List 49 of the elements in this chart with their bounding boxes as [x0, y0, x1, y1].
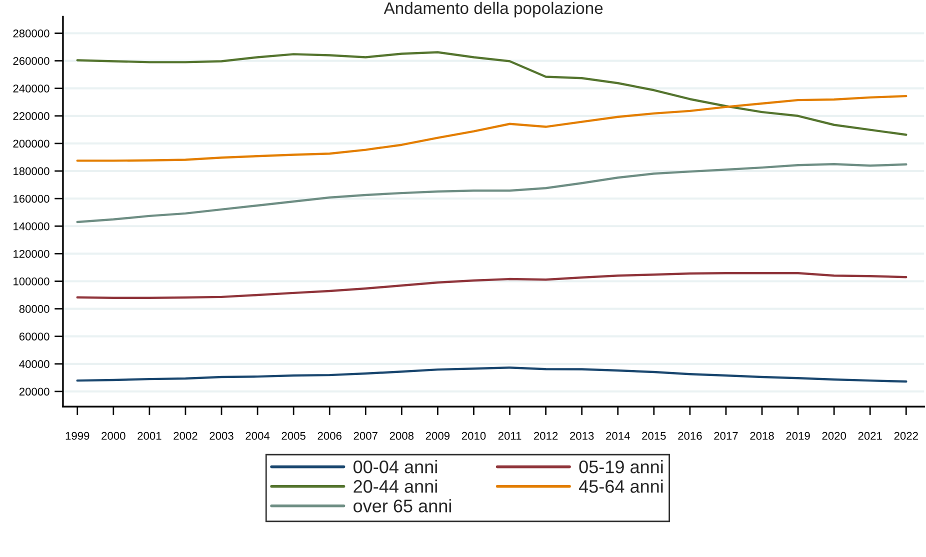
y-tick-label: 160000	[14, 194, 50, 203]
y-tick-label: 120000	[14, 250, 50, 258]
y-tick-label: 100000	[14, 278, 50, 286]
x-tick-label: 2010	[462, 432, 486, 440]
x-tick-label: 2020	[822, 432, 846, 440]
x-tick-label: 2018	[750, 432, 774, 440]
x-tick-label: 2014	[606, 432, 630, 440]
chart-title: Andamento della popolazione	[384, 2, 603, 18]
legend-label: 05-19 anni	[579, 460, 663, 474]
y-tick-label: 140000	[14, 222, 50, 230]
x-tick-label: 2021	[858, 432, 882, 440]
x-tick-label: 2000	[102, 432, 126, 440]
y-tick-label: 200000	[13, 140, 50, 148]
x-tick-label: 2017	[714, 432, 738, 440]
x-tick-label: 1999	[66, 432, 90, 440]
x-tick-label: 2004	[246, 432, 270, 440]
x-tick-label: 2007	[354, 432, 378, 440]
y-tick-label: 60000	[19, 332, 50, 340]
x-tick-label: 2002	[174, 432, 198, 440]
legend-label: 20-44 anni	[354, 480, 437, 493]
x-tick-label: 2019	[786, 432, 810, 440]
line-series	[76, 272, 908, 300]
y-tick-label: 80000	[19, 305, 50, 313]
legend-label: 00-04 anni	[354, 460, 437, 474]
y-tick-label: 280000	[13, 30, 50, 38]
y-tick-label: 40000	[19, 360, 50, 368]
x-tick-label: 2015	[642, 432, 666, 440]
y-tick-label: 20000	[19, 388, 50, 396]
x-tick-label: 2001	[138, 432, 162, 440]
y-tick-label: 220000	[13, 112, 50, 120]
x-tick-label: 2005	[282, 432, 306, 440]
x-tick-label: 2012	[534, 432, 558, 440]
y-tick-label: 260000	[13, 57, 50, 65]
line-series	[76, 94, 908, 162]
x-tick-label: 2011	[498, 432, 522, 440]
line-series	[76, 163, 908, 224]
x-tick-label: 2009	[426, 432, 450, 440]
legend-label: over 65 anni	[354, 499, 451, 512]
x-tick-label: 2006	[318, 432, 342, 440]
y-tick-label: 180000	[14, 167, 50, 176]
x-tick-label: 2008	[390, 432, 414, 440]
x-tick-label: 2016	[678, 432, 702, 440]
line-series	[76, 366, 908, 383]
y-tick-label: 240000	[13, 84, 50, 92]
line-series	[76, 51, 908, 136]
x-tick-label: 2013	[570, 432, 594, 440]
x-tick-label: 2003	[210, 432, 234, 440]
x-tick-label: 2022	[894, 432, 918, 440]
legend-label: 45-64 anni	[578, 480, 663, 493]
